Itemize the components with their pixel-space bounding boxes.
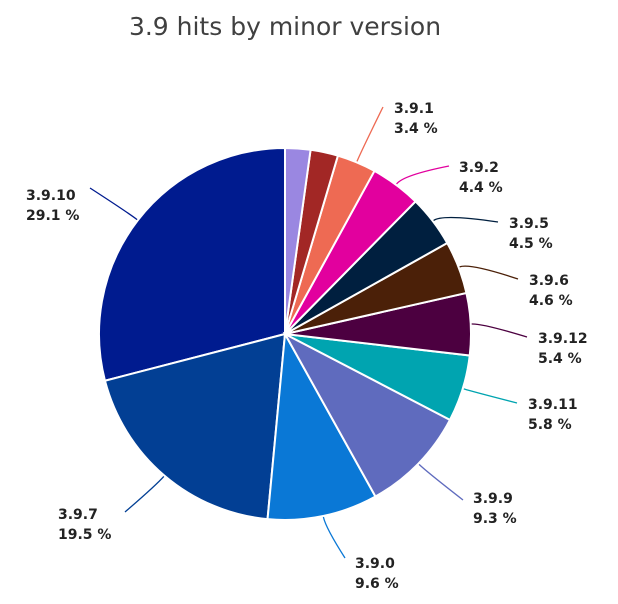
slice-label: 3.9.11 bbox=[528, 397, 578, 413]
slice-label: 3.9.12 bbox=[538, 331, 588, 347]
slice-value-label: 4.5 % bbox=[509, 236, 553, 252]
leader-line bbox=[124, 475, 165, 513]
slice-label: 3.9.1 bbox=[394, 101, 434, 117]
slice-value-label: 4.6 % bbox=[529, 293, 573, 309]
slice-value-label: 9.6 % bbox=[355, 576, 399, 592]
slice-value-label: 9.3 % bbox=[473, 511, 517, 527]
pie-slice[interactable] bbox=[284, 146, 312, 335]
leader-line bbox=[322, 516, 346, 559]
pie-slice[interactable] bbox=[98, 146, 286, 382]
slice-label: 3.9.6 bbox=[529, 273, 569, 289]
slice-label: 3.9.7 bbox=[58, 507, 98, 523]
leader-line bbox=[459, 265, 519, 280]
slice-value-label: 5.8 % bbox=[528, 417, 572, 433]
leader-line bbox=[418, 463, 464, 501]
slice-value-label: 4.4 % bbox=[459, 180, 503, 196]
leader-line bbox=[89, 187, 138, 221]
pie-slice[interactable] bbox=[266, 330, 377, 521]
slice-value-label: 5.4 % bbox=[538, 351, 582, 367]
slice-label: 3.9.10 bbox=[26, 188, 76, 204]
leader-line bbox=[433, 216, 499, 223]
slice-value-label: 3.4 % bbox=[394, 121, 438, 137]
slice-label: 3.9.9 bbox=[473, 491, 513, 507]
leader-line bbox=[396, 165, 450, 185]
chart-title: 3.9 hits by minor version bbox=[128, 12, 442, 41]
slice-label: 3.9.2 bbox=[459, 160, 499, 176]
leader-line bbox=[463, 388, 518, 404]
leader-line bbox=[471, 323, 528, 338]
slice-value-label: 19.5 % bbox=[58, 527, 111, 543]
pie-slice[interactable] bbox=[282, 331, 452, 498]
leader-line bbox=[356, 106, 384, 162]
slice-label: 3.9.5 bbox=[509, 216, 549, 232]
slice-label: 3.9.0 bbox=[355, 556, 395, 572]
pie-slice[interactable] bbox=[103, 332, 287, 521]
slice-value-label: 29.1 % bbox=[26, 208, 79, 224]
